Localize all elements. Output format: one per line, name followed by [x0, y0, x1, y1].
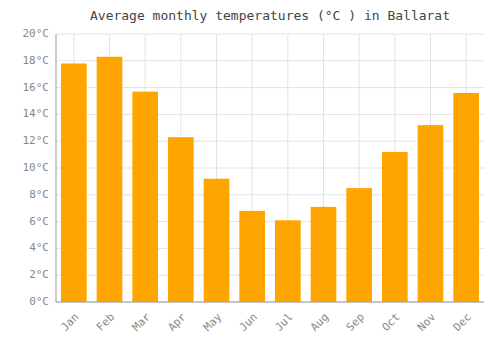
y-grid-line	[56, 302, 484, 303]
bar	[311, 207, 337, 302]
bar	[382, 152, 408, 302]
y-tick-label: 18°C	[23, 54, 50, 67]
y-tick-label: 16°C	[23, 81, 50, 94]
y-tick-label: 20°C	[23, 27, 50, 40]
x-tick-label: Apr	[165, 310, 189, 334]
x-tick-label: Aug	[308, 311, 331, 334]
y-axis-line	[56, 34, 57, 302]
chart-svg: Average monthly temperatures (°C ) in Ba…	[0, 0, 500, 350]
bar	[418, 125, 444, 302]
x-tick-label: Nov	[415, 310, 439, 334]
x-tick-label: Feb	[94, 311, 117, 334]
x-axis-line	[56, 302, 484, 303]
x-tick-label: Sep	[344, 311, 367, 334]
bar	[97, 57, 123, 302]
x-tick-label: Dec	[451, 311, 474, 334]
bar	[239, 211, 265, 302]
y-tick-label: 4°C	[29, 241, 49, 254]
bar	[275, 220, 301, 302]
x-axis-ticks: Jan Feb Mar Apr May Jun Jul Aug Sep Oct Nov Dec	[58, 310, 474, 334]
x-tick-label: Oct	[379, 311, 402, 334]
bar	[346, 188, 372, 302]
y-tick-label: 14°C	[23, 107, 50, 120]
x-tick-label: May	[201, 310, 225, 334]
y-grid-line	[56, 34, 484, 35]
y-tick-label: 12°C	[23, 134, 50, 147]
chart-title: Average monthly temperatures (°C ) in Ba…	[90, 8, 450, 23]
x-tick-label: Jun	[237, 311, 260, 334]
y-tick-label: 10°C	[23, 161, 50, 174]
bar	[61, 63, 87, 302]
x-tick-label: Jan	[58, 311, 81, 334]
bar	[204, 179, 230, 302]
bar	[168, 137, 194, 302]
y-tick-label: 6°C	[29, 215, 49, 228]
axes	[56, 34, 484, 302]
y-axis-ticks: 0°C 2°C 4°C 6°C 8°C 10°C 12°C 14°C 16°C 18°C 20°C	[23, 27, 50, 308]
bars	[61, 57, 479, 302]
x-tick-label: Jul	[272, 311, 295, 334]
bar	[453, 93, 479, 302]
chart-container: Average monthly temperatures (°C ) in Ba…	[0, 0, 500, 350]
y-tick-label: 0°C	[29, 295, 49, 308]
grid	[56, 34, 484, 302]
x-tick-label: Mar	[130, 310, 154, 334]
bar	[132, 92, 158, 302]
y-tick-label: 8°C	[29, 188, 49, 201]
y-tick-label: 2°C	[29, 268, 49, 281]
